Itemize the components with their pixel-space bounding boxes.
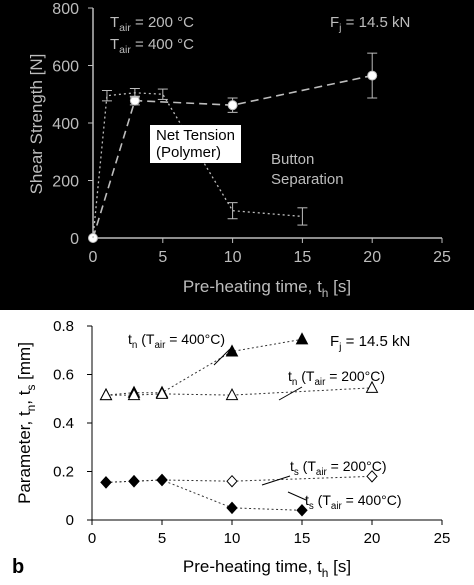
y-axis-title-group: Parameter, tn​, ts​ [mm] <box>15 342 38 504</box>
y-tick-label: 400 <box>52 116 79 133</box>
y-tick-label: 0 <box>70 231 79 248</box>
x-tick-label: 25 <box>434 530 451 547</box>
series-label-ts200: ts​ (Tair​ = 200°C) <box>290 458 386 478</box>
series-label-tn400: tn​ (Tair​ = 400°C) <box>128 331 225 351</box>
series-line-tn400 <box>105 338 303 396</box>
data-point-ts400 <box>296 504 308 517</box>
y-axis-title: Parameter, tn​, ts​ [mm] <box>15 342 38 504</box>
data-point-tn200 <box>99 388 113 401</box>
x-tick-label: 0 <box>89 249 98 266</box>
series-line-ts400 <box>105 479 303 511</box>
data-point-ts400 <box>100 476 112 489</box>
annotation-net-tension-line: (Polymer) <box>156 144 221 161</box>
x-tick-label: 15 <box>294 249 312 266</box>
x-tick-label: 15 <box>294 530 311 547</box>
y-tick-label: 200 <box>52 174 79 191</box>
annotation-net-tension-line: Net Tension <box>156 127 235 144</box>
data-point-ts200 <box>226 474 238 488</box>
chart-b-parameter: 0 5 10 15 20 25 0 0.2 0.4 0.6 0.8 Pre-heating time,… <box>0 310 474 585</box>
x-tick-label: 10 <box>224 249 242 266</box>
leader-line-tn400 <box>213 348 231 366</box>
x-tick-label: 10 <box>224 530 241 547</box>
x-tick-label: 20 <box>364 530 381 547</box>
leader-line-ts200 <box>261 475 291 486</box>
series-line-tn200 <box>106 387 373 396</box>
legend-entry-tair200: Tair​ = 200 °C <box>110 14 194 34</box>
data-point-tn200 <box>155 386 169 399</box>
x-tick-label: 20 <box>363 249 381 266</box>
force-label: Fj​ = 14.5 kN <box>330 333 410 353</box>
leader-line-ts400 <box>287 491 307 501</box>
series-line-tair400 <box>92 92 303 239</box>
leader-line-tn200 <box>278 386 303 401</box>
x-tick-label: 25 <box>433 249 451 266</box>
y-tick-label: 0.4 <box>53 415 74 432</box>
y-axis-title: Shear Strength [N] <box>27 54 46 195</box>
series-label-tn200: tn​ (Tair​ = 200°C) <box>288 368 385 388</box>
y-tick-label: 800 <box>52 1 79 18</box>
data-point-tn200 <box>365 380 379 393</box>
data-point-tn400 <box>295 332 309 345</box>
annotation-button-separation-line: Separation <box>271 171 344 188</box>
series-label-ts400: ts​ (Tair​ = 400°C) <box>305 492 401 512</box>
data-point-ts400 <box>156 473 168 487</box>
data-point-ts400 <box>226 501 238 515</box>
x-tick-label: 0 <box>88 530 96 547</box>
y-tick-label: 600 <box>52 59 79 76</box>
data-point-tair200 <box>227 100 238 111</box>
y-tick-label: 0.6 <box>53 367 74 384</box>
x-axis-title: Pre-heating time, th​ [s] <box>183 557 351 580</box>
data-point-tn400 <box>225 344 239 357</box>
x-tick-label: 5 <box>158 530 166 547</box>
x-axis-title: Pre-heating time, th​ [s] <box>183 277 351 300</box>
data-point-tn200 <box>225 388 239 401</box>
annotation-button-separation-line: Button <box>271 151 314 168</box>
y-tick-label: 0.8 <box>53 318 74 335</box>
data-point-tn200 <box>127 388 141 401</box>
panel-label: b <box>12 556 24 578</box>
y-tick-label: 0 <box>66 512 74 529</box>
series-line-tair200 <box>92 74 373 239</box>
force-label: Fj​ = 14.5 kN <box>330 14 410 34</box>
chart-a-shear-strength: 0 5 10 15 20 25 0 200 400 600 800 Pre-heating time,… <box>0 0 474 310</box>
annotation-box-net-tension <box>150 125 241 163</box>
data-point-tair200 <box>367 70 378 81</box>
legend-entry-tair400: Tair​ = 400 °C <box>110 36 194 56</box>
x-tick-label: 5 <box>158 249 167 266</box>
y-tick-label: 0.2 <box>53 464 74 481</box>
data-point-ts400 <box>128 474 140 488</box>
data-point-ts200 <box>366 470 378 483</box>
